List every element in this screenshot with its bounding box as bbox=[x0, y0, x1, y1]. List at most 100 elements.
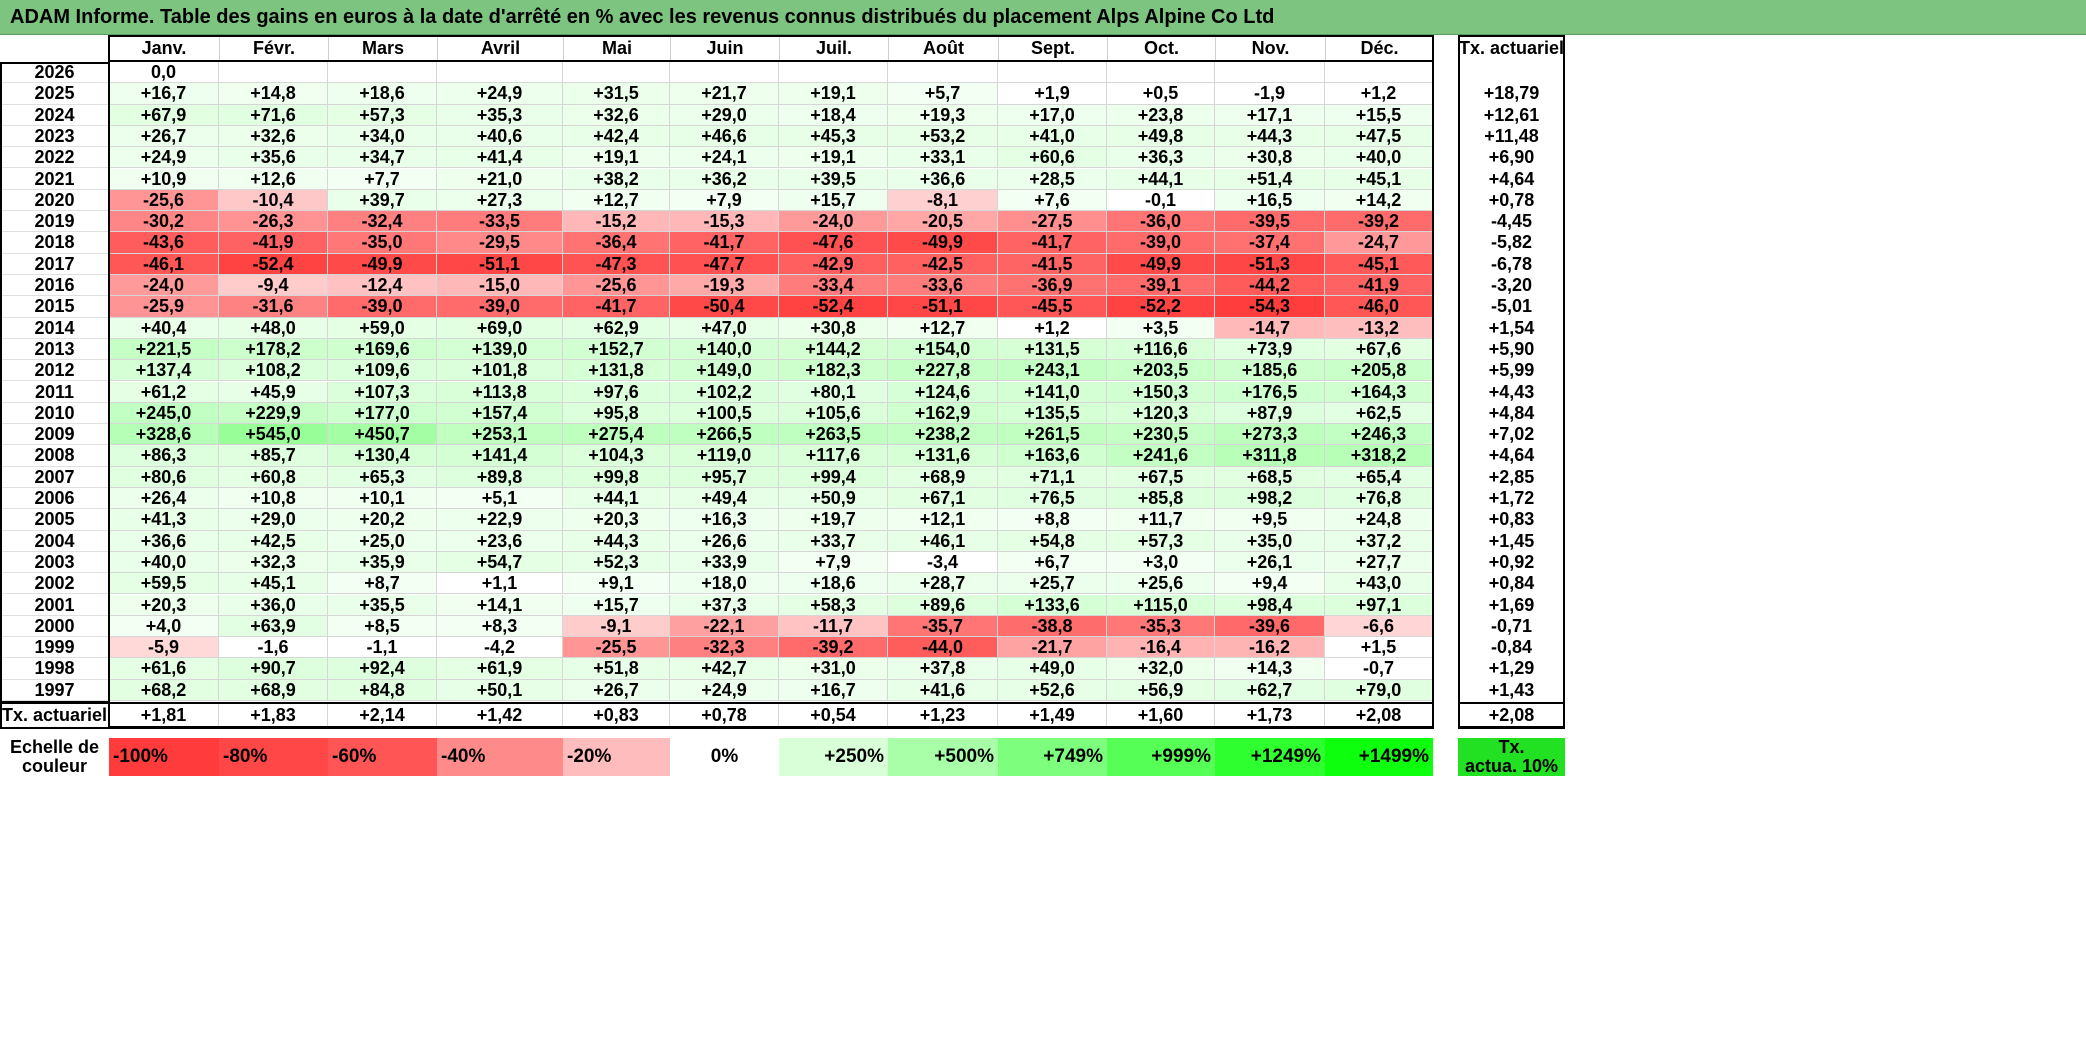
rate-cell: +18,79 bbox=[1458, 83, 1565, 105]
heatmap-cell: -52,4 bbox=[219, 253, 328, 275]
heatmap-cell: +24,8 bbox=[1325, 509, 1433, 531]
heatmap-cell: +243,1 bbox=[998, 360, 1107, 382]
heatmap-cell: +16,3 bbox=[670, 509, 779, 531]
heatmap-cell: +19,3 bbox=[888, 104, 998, 126]
scale-swatch: +999% bbox=[1107, 738, 1215, 776]
heatmap-cell: +62,9 bbox=[563, 317, 670, 339]
heatmap-cell: +15,7 bbox=[779, 189, 888, 212]
heatmap-cell: +21,7 bbox=[670, 83, 779, 105]
heatmap-cell: -35,3 bbox=[1107, 615, 1215, 638]
heatmap-cell: +230,5 bbox=[1107, 424, 1215, 446]
heatmap-cell: -16,4 bbox=[1107, 637, 1215, 659]
totals-cell: +1,60 bbox=[1107, 703, 1215, 728]
heatmap-cell: +169,6 bbox=[328, 338, 437, 361]
heatmap-cell: +10,9 bbox=[109, 168, 219, 190]
heatmap-cell: +246,3 bbox=[1325, 424, 1433, 446]
heatmap-cell: -49,9 bbox=[888, 232, 998, 254]
heatmap-cell: +328,6 bbox=[109, 424, 219, 446]
heatmap-cell: +36,0 bbox=[219, 594, 328, 616]
year-label: 2008 bbox=[0, 445, 109, 467]
year-label: 2007 bbox=[0, 467, 109, 488]
heatmap-cell: +45,9 bbox=[219, 381, 328, 403]
rate-cell: +4,64 bbox=[1458, 168, 1565, 190]
heatmap-cell: +162,9 bbox=[888, 402, 998, 425]
heatmap-cell: +59,0 bbox=[328, 317, 437, 339]
heatmap-cell: +39,5 bbox=[779, 168, 888, 190]
heatmap-cell: -46,1 bbox=[109, 253, 219, 275]
heatmap-cell: +163,6 bbox=[998, 445, 1107, 467]
heatmap-cell: -1,9 bbox=[1215, 83, 1325, 105]
heatmap-cell: +101,8 bbox=[437, 360, 563, 382]
heatmap-cell: +545,0 bbox=[219, 424, 328, 446]
heatmap-cell: -47,7 bbox=[670, 253, 779, 275]
heatmap-cell: +49,4 bbox=[670, 488, 779, 510]
heatmap-cell: +266,5 bbox=[670, 424, 779, 446]
heatmap-cell: +18,0 bbox=[670, 573, 779, 595]
heatmap-cell: +318,2 bbox=[1325, 445, 1433, 467]
heatmap-cell: -39,0 bbox=[1107, 232, 1215, 254]
heatmap-cell: -51,1 bbox=[437, 253, 563, 275]
scale-rate-label-line: Tx. bbox=[1498, 737, 1525, 757]
heatmap-cell: +105,6 bbox=[779, 402, 888, 425]
heatmap-cell: +229,9 bbox=[219, 402, 328, 425]
heatmap-cell: +20,2 bbox=[328, 509, 437, 531]
totals-cell: +0,54 bbox=[779, 703, 888, 728]
heatmap-cell: +44,1 bbox=[563, 488, 670, 510]
heatmap-cell bbox=[1215, 62, 1325, 84]
heatmap-cell: +23,8 bbox=[1107, 104, 1215, 126]
heatmap-cell: +238,2 bbox=[888, 424, 998, 446]
heatmap-cell: +164,3 bbox=[1325, 381, 1433, 403]
heatmap-cell: +150,3 bbox=[1107, 381, 1215, 403]
heatmap-cell: +49,0 bbox=[998, 658, 1107, 680]
year-label: 2006 bbox=[0, 488, 109, 510]
heatmap-cell: +53,2 bbox=[888, 125, 998, 148]
scale-swatch: 0% bbox=[670, 738, 779, 776]
heatmap-cell: +109,6 bbox=[328, 360, 437, 382]
year-label: 2026 bbox=[0, 62, 109, 84]
heatmap-cell: -54,3 bbox=[1215, 296, 1325, 318]
totals-cell: +2,08 bbox=[1325, 703, 1433, 728]
heatmap-cell: +80,6 bbox=[109, 466, 219, 488]
heatmap-cell: +275,4 bbox=[563, 424, 670, 446]
heatmap-cell: +108,2 bbox=[219, 360, 328, 382]
heatmap-cell: +76,8 bbox=[1325, 488, 1433, 510]
heatmap-cell: +10,8 bbox=[219, 488, 328, 510]
heatmap-cell: +43,0 bbox=[1325, 573, 1433, 595]
heatmap-cell: +7,6 bbox=[998, 189, 1107, 212]
totals-cell: +1,81 bbox=[109, 703, 219, 728]
heatmap-cell: +245,0 bbox=[109, 402, 219, 425]
heatmap-cell: +44,1 bbox=[1107, 168, 1215, 190]
heatmap-cell: +50,1 bbox=[437, 679, 563, 701]
heatmap-cell: -50,4 bbox=[670, 296, 779, 318]
heatmap-cell: +119,0 bbox=[670, 445, 779, 467]
column-header: Mars bbox=[328, 35, 437, 62]
heatmap-cell: +69,0 bbox=[437, 317, 563, 339]
heatmap-cell: +85,7 bbox=[219, 445, 328, 467]
scale-swatch: +1249% bbox=[1215, 738, 1325, 776]
heatmap-cell: +32,3 bbox=[219, 551, 328, 574]
heatmap-cell: -26,3 bbox=[219, 211, 328, 233]
heatmap-cell: +97,6 bbox=[563, 381, 670, 403]
heatmap-cell: +24,9 bbox=[109, 147, 219, 169]
heatmap-cell: +7,7 bbox=[328, 168, 437, 190]
heatmap-cell: 0,0 bbox=[109, 62, 219, 84]
heatmap-cell: -11,7 bbox=[779, 615, 888, 638]
heatmap-cell: +203,5 bbox=[1107, 360, 1215, 382]
heatmap-cell: +29,0 bbox=[670, 104, 779, 126]
heatmap-cell: -33,5 bbox=[437, 211, 563, 233]
heatmap-cell: +40,0 bbox=[109, 551, 219, 574]
heatmap-cell: +115,0 bbox=[1107, 594, 1215, 616]
heatmap-cell bbox=[563, 62, 670, 84]
heatmap-cell: +79,0 bbox=[1325, 679, 1433, 701]
heatmap-cell: +98,4 bbox=[1215, 594, 1325, 616]
heatmap-cell: -52,4 bbox=[779, 296, 888, 318]
year-label: 2015 bbox=[0, 296, 109, 318]
heatmap-cell: -36,4 bbox=[563, 232, 670, 254]
rate-cell: +1,72 bbox=[1458, 488, 1565, 510]
heatmap-cell: +63,9 bbox=[219, 615, 328, 638]
heatmap-cell: +36,2 bbox=[670, 168, 779, 190]
heatmap-cell: -15,3 bbox=[670, 211, 779, 233]
heatmap-cell: +25,7 bbox=[998, 573, 1107, 595]
heatmap-cell: +12,7 bbox=[563, 189, 670, 212]
heatmap-cell: +5,7 bbox=[888, 83, 998, 105]
